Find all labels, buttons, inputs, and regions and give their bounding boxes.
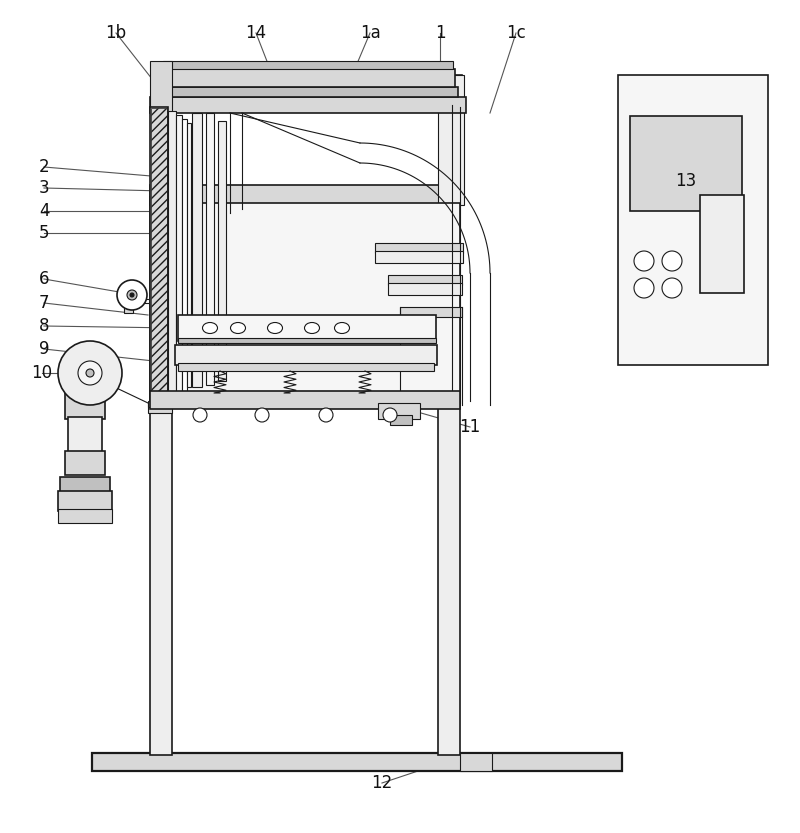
Bar	[388, 275, 462, 285]
Text: 1a: 1a	[360, 24, 380, 42]
Text: 10: 10	[31, 364, 53, 382]
Circle shape	[662, 278, 682, 298]
Ellipse shape	[230, 322, 246, 333]
Bar	[178, 338, 436, 343]
Bar	[175, 345, 437, 365]
Circle shape	[634, 251, 654, 271]
Bar	[700, 195, 744, 293]
Circle shape	[127, 290, 137, 300]
Circle shape	[319, 408, 333, 422]
Circle shape	[58, 341, 122, 405]
Ellipse shape	[334, 322, 350, 333]
Bar	[68, 417, 102, 453]
Bar	[375, 243, 463, 253]
Ellipse shape	[305, 322, 319, 333]
Bar	[150, 391, 460, 409]
Text: 1b: 1b	[106, 24, 126, 42]
Text: 7: 7	[38, 294, 50, 312]
Bar	[150, 97, 466, 113]
Bar	[58, 491, 112, 511]
Bar	[150, 197, 172, 755]
Text: 1: 1	[434, 24, 446, 42]
Text: 14: 14	[246, 24, 266, 42]
Bar	[388, 283, 462, 295]
Circle shape	[383, 408, 397, 422]
Text: 9: 9	[38, 340, 50, 358]
Bar	[92, 753, 622, 771]
Bar	[178, 363, 434, 371]
Ellipse shape	[202, 322, 218, 333]
Circle shape	[662, 251, 682, 271]
Bar	[618, 75, 768, 365]
Bar	[60, 477, 110, 493]
Bar	[150, 107, 168, 405]
Bar	[160, 69, 455, 87]
Bar	[178, 315, 436, 341]
Bar	[150, 61, 172, 133]
Bar	[438, 75, 464, 205]
Bar	[150, 185, 460, 205]
Text: 13: 13	[675, 172, 697, 190]
Bar	[156, 87, 458, 97]
Text: 8: 8	[38, 317, 50, 335]
Circle shape	[78, 361, 102, 385]
Bar	[378, 403, 420, 419]
Bar	[148, 401, 166, 407]
Bar	[176, 115, 182, 395]
Bar	[151, 108, 167, 404]
Bar	[460, 753, 492, 771]
Bar	[400, 307, 462, 317]
Circle shape	[634, 278, 654, 298]
Circle shape	[86, 369, 94, 377]
Text: 6: 6	[38, 270, 50, 288]
Bar	[65, 371, 105, 419]
Bar	[148, 403, 172, 413]
Circle shape	[193, 408, 207, 422]
Bar	[206, 113, 214, 385]
Bar	[58, 509, 112, 523]
Bar	[440, 75, 462, 205]
Bar	[163, 61, 453, 69]
Text: 12: 12	[371, 774, 393, 792]
Bar	[124, 301, 133, 313]
Bar	[375, 251, 463, 263]
Bar	[182, 119, 187, 391]
Bar	[218, 121, 226, 381]
Bar	[438, 197, 460, 755]
Ellipse shape	[267, 322, 282, 333]
Circle shape	[255, 408, 269, 422]
Text: 3: 3	[38, 179, 50, 197]
Bar	[192, 113, 202, 387]
Bar	[630, 116, 742, 211]
Circle shape	[117, 280, 147, 310]
Bar	[163, 203, 460, 405]
Text: 2: 2	[38, 158, 50, 176]
Text: 5: 5	[38, 224, 50, 242]
Circle shape	[130, 293, 134, 297]
Bar	[65, 451, 105, 475]
Bar	[168, 111, 176, 399]
Bar	[122, 296, 134, 303]
Text: 1c: 1c	[506, 24, 526, 42]
Text: 11: 11	[459, 418, 481, 436]
Text: 4: 4	[38, 202, 50, 220]
Bar	[187, 123, 191, 387]
Bar	[390, 415, 412, 425]
